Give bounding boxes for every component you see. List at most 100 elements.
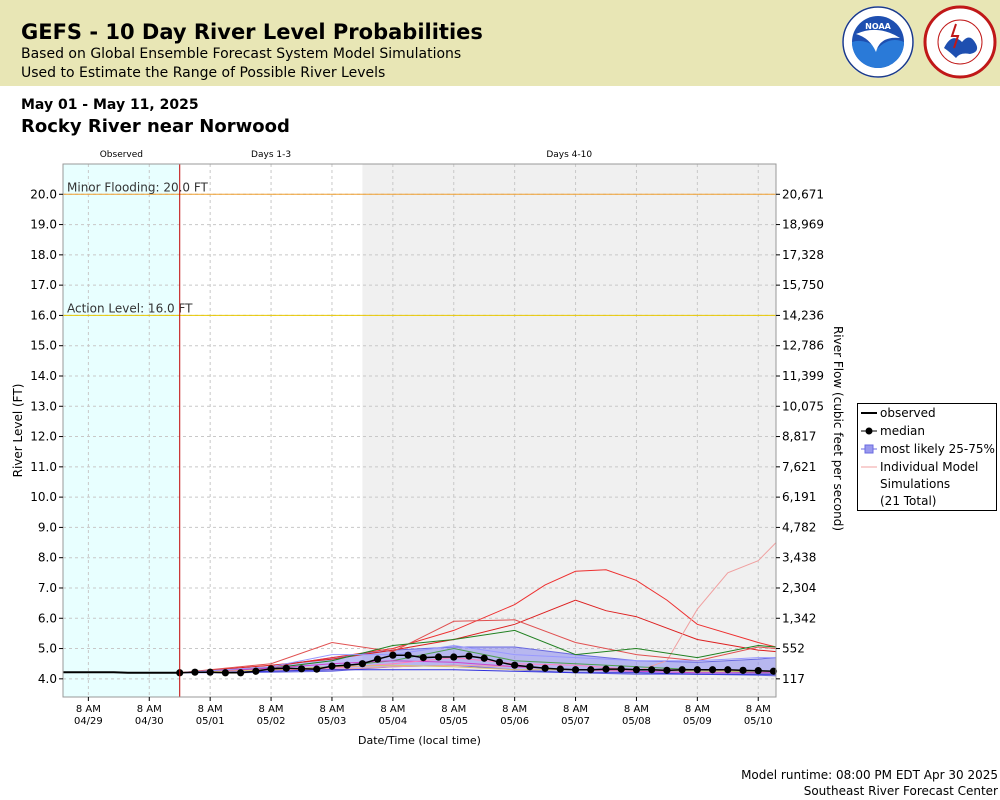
x-tick-date-label: 05/02 xyxy=(257,716,286,727)
median-point xyxy=(587,666,595,674)
median-point xyxy=(480,654,488,662)
y2-tick-label: 10,075 xyxy=(782,399,824,413)
y2-tick-label: 20,671 xyxy=(782,187,824,201)
median-point xyxy=(282,664,290,672)
legend-item-individual: Individual Model Simulations (21 Total) xyxy=(858,459,996,511)
chart-legend: observed median most likely 25-75% Indiv… xyxy=(857,403,997,511)
median-point xyxy=(374,655,382,663)
median-point xyxy=(221,669,229,677)
y-tick-label: 7.0 xyxy=(38,581,57,595)
x-tick-date-label: 05/03 xyxy=(318,716,347,727)
legend-swatch-likely xyxy=(861,444,877,454)
y2-tick-label: 15,750 xyxy=(782,278,824,292)
x-tick-label: 8 AM xyxy=(198,704,223,715)
y2-tick-label: 12,786 xyxy=(782,339,824,353)
median-point xyxy=(556,665,564,673)
median-point xyxy=(754,667,762,675)
y-tick-label: 10.0 xyxy=(30,490,57,504)
x-tick-label: 8 AM xyxy=(746,704,771,715)
median-point xyxy=(724,666,732,674)
legend-label-observed: observed xyxy=(880,406,936,420)
x-tick-label: 8 AM xyxy=(563,704,588,715)
model-runtime: Model runtime: 08:00 PM EDT Apr 30 2025 xyxy=(741,768,998,782)
y-tick-label: 8.0 xyxy=(38,551,57,565)
date-range: May 01 - May 11, 2025 xyxy=(21,97,199,113)
median-point xyxy=(708,666,717,674)
y2-tick-label: 4,782 xyxy=(782,520,816,534)
y2-tick-label: 6,191 xyxy=(782,490,816,504)
median-point xyxy=(495,658,504,666)
simulation-line xyxy=(179,619,777,674)
median-point xyxy=(358,660,367,668)
median-point xyxy=(450,653,458,661)
nws-logo[interactable] xyxy=(922,4,998,80)
legend-swatch-median xyxy=(861,427,877,435)
noaa-logo[interactable]: NOAA xyxy=(840,4,916,80)
y2-tick-label: 2,304 xyxy=(782,581,816,595)
median-point xyxy=(389,651,397,659)
y2-axis-label: River Flow (cubic feet per second) xyxy=(831,326,845,531)
median-point xyxy=(434,653,443,661)
legend-swatch-observed xyxy=(861,412,877,414)
y-tick-label: 17.0 xyxy=(30,278,57,292)
legend-item-observed: observed xyxy=(858,405,996,422)
x-tick-label: 8 AM xyxy=(319,704,344,715)
simulation-line xyxy=(179,664,776,674)
y2-tick-label: 552 xyxy=(782,642,805,656)
median-point xyxy=(526,663,534,671)
median-point xyxy=(602,665,610,673)
y2-tick-label: 11,399 xyxy=(782,369,824,383)
simulation-line xyxy=(179,669,776,675)
y2-tick-label: 117 xyxy=(782,672,805,686)
x-tick-date-label: 05/01 xyxy=(196,716,225,727)
median-point xyxy=(419,654,427,662)
x-tick-label: 8 AM xyxy=(502,704,527,715)
period-background xyxy=(63,164,180,697)
y2-tick-label: 3,438 xyxy=(782,551,816,565)
y-tick-label: 4.0 xyxy=(38,672,57,686)
median-point xyxy=(206,668,214,676)
x-tick-label: 8 AM xyxy=(441,704,466,715)
legend-item-median: median xyxy=(858,423,996,440)
page-subtitle-2: Used to Estimate the Range of Possible R… xyxy=(21,65,386,81)
y-tick-label: 15.0 xyxy=(30,339,57,353)
legend-label-median: median xyxy=(880,424,925,438)
y-tick-label: 6.0 xyxy=(38,611,57,625)
x-tick-date-label: 05/09 xyxy=(683,716,712,727)
header-banner: GEFS - 10 Day River Level Probabilities … xyxy=(0,0,1000,86)
legend-label-individual-2: Simulations xyxy=(880,477,951,491)
median-point xyxy=(191,668,199,676)
observed-line xyxy=(63,671,180,674)
x-tick-label: 8 AM xyxy=(137,704,162,715)
plot-frame xyxy=(62,163,777,698)
x-tick-date-label: 05/06 xyxy=(500,716,529,727)
median-point xyxy=(663,666,671,674)
period-label: Days 4-10 xyxy=(546,150,592,160)
x-tick-date-label: 05/07 xyxy=(561,716,590,727)
median-line xyxy=(179,654,774,674)
x-tick-label: 8 AM xyxy=(380,704,405,715)
x-tick-label: 8 AM xyxy=(259,704,284,715)
median-point xyxy=(511,661,519,669)
y-tick-label: 11.0 xyxy=(30,460,57,474)
page-subtitle: Based on Global Ensemble Forecast System… xyxy=(21,46,462,62)
location-title: Rocky River near Norwood xyxy=(21,116,290,137)
y2-tick-label: 17,328 xyxy=(782,248,824,262)
legend-label-individual-3: (21 Total) xyxy=(880,494,937,508)
y-tick-label: 14.0 xyxy=(30,369,57,383)
x-tick-label: 8 AM xyxy=(76,704,101,715)
median-point xyxy=(648,666,656,674)
x-axis-label: Date/Time (local time) xyxy=(358,734,481,747)
forecast-center: Southeast River Forecast Center xyxy=(803,784,998,798)
y2-tick-label: 7,621 xyxy=(782,460,816,474)
simulation-line xyxy=(179,569,777,674)
x-tick-date-label: 04/30 xyxy=(135,716,164,727)
median-point xyxy=(678,666,686,674)
median-point xyxy=(617,665,625,673)
x-tick-label: 8 AM xyxy=(624,704,649,715)
x-tick-date-label: 04/29 xyxy=(74,716,103,727)
median-point xyxy=(465,652,473,660)
median-point xyxy=(252,667,260,675)
median-point xyxy=(343,661,351,669)
